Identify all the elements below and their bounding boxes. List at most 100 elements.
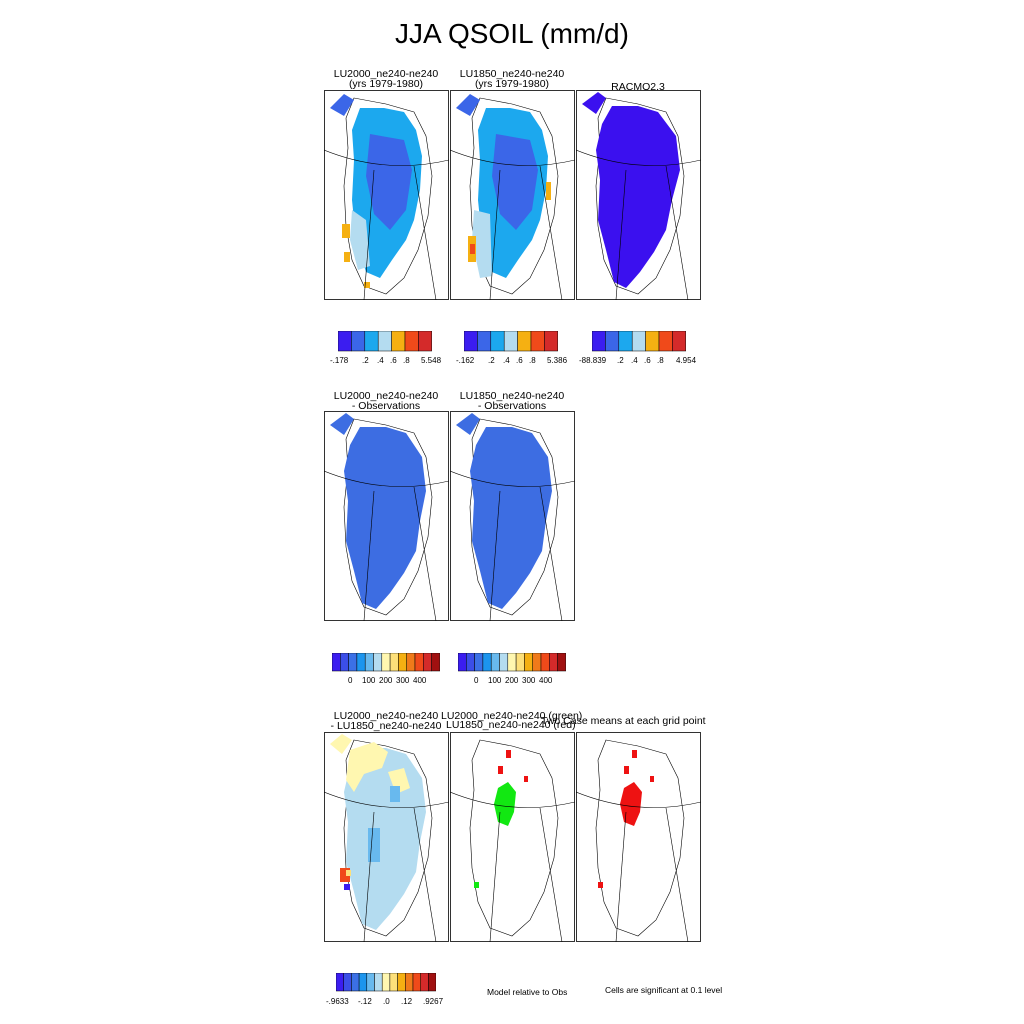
panel-title-line1: LU2000_ne240-ne240 (green) (441, 710, 583, 722)
significant-cells-red (498, 766, 503, 774)
map-panel-lu2000 (324, 90, 449, 300)
coastline (343, 418, 433, 616)
graticule (576, 149, 701, 166)
panel-title-line2: (yrs 1979-1980) (474, 78, 550, 90)
colorbar-tick: .12 (401, 997, 413, 1006)
positive-anomaly (388, 768, 410, 794)
map-panel-significance-cases (450, 732, 575, 942)
colorbar-tick: .2 (617, 356, 624, 365)
colorbar-tick: 300 (396, 676, 410, 685)
map-frame (576, 732, 701, 942)
ice-margin (350, 210, 370, 270)
coastline (595, 97, 685, 295)
graticule (324, 149, 449, 166)
colorbar (457, 652, 567, 673)
graticule (665, 807, 689, 942)
colorbar-swatches (331, 652, 441, 672)
panel-title-line1: LU2000_ne240-ne240 (333, 390, 439, 402)
colorbar-tick: -.9633 (326, 997, 349, 1006)
graticule (363, 169, 375, 300)
colorbar-tick: -.178 (330, 356, 349, 365)
colorbar-tick: -.12 (358, 997, 372, 1006)
graticule (576, 791, 701, 808)
colorbar-tick: .8 (403, 356, 410, 365)
colorbar-swatches (457, 652, 567, 672)
significance-note: Cells are significant at 0.1 level (605, 985, 723, 995)
northwest-cap (330, 413, 354, 435)
graticule (489, 811, 501, 942)
colorbar-tick: 4.954 (676, 356, 697, 365)
colorbar-tick: .6 (390, 356, 397, 365)
ice-sheet-interior (366, 134, 412, 230)
panel-title: LU2000_ne240-ne240 - LU1850_ne240-ne240 (311, 711, 461, 732)
northwest-cap (456, 94, 480, 116)
significant-cells-red (624, 766, 629, 774)
panel-title-line2: - Observations (477, 400, 547, 412)
colorbar-tick: .6 (644, 356, 651, 365)
model-relative-note: Model relative to Obs (487, 987, 568, 997)
panel-title-line1: LU1850_ne240-ne240 (459, 390, 565, 402)
graticule (324, 791, 449, 808)
colorbar (331, 652, 441, 673)
colorbar-tick: 400 (539, 676, 553, 685)
coastline (595, 739, 685, 937)
colorbar-tick: 300 (522, 676, 536, 685)
colorbar-tick: 100 (362, 676, 376, 685)
graticule (413, 807, 437, 942)
panel-title-line2: - Observations (351, 400, 421, 412)
panel-title-line1: LU2000_ne240-ne240 (333, 68, 439, 80)
colorbar-tick: 100 (488, 676, 502, 685)
significant-cells-red (650, 776, 654, 782)
map-panel-racmo (576, 90, 701, 300)
graticule (450, 149, 575, 166)
colorbar-tick: .4 (503, 356, 510, 365)
coastline (469, 739, 559, 937)
coastline (343, 97, 433, 295)
high-value-cells (364, 282, 370, 288)
colorbar-tick: 5.548 (421, 356, 442, 365)
ice-sheet (344, 748, 426, 930)
colorbar-tick: .0 (383, 997, 390, 1006)
coastline (469, 97, 559, 295)
map-panel-lu2000-obs (324, 411, 449, 621)
northwest-cap (330, 94, 354, 116)
northwest-cap (582, 92, 606, 114)
panel-title: RACMO2.3 (563, 81, 713, 93)
map-panel-lu1850 (450, 90, 575, 300)
graticule (324, 470, 449, 487)
significant-cells-red (632, 750, 637, 758)
graticule (450, 791, 575, 808)
colorbar-tick: 5.386 (547, 356, 568, 365)
ice-sheet (596, 106, 680, 288)
graticule (450, 470, 575, 487)
high-value-cells (342, 224, 350, 238)
graticule (615, 169, 627, 300)
ice-sheet (344, 427, 426, 609)
coastline (469, 418, 559, 616)
panel-title: LU1850_ne240-ne240 (yrs 1979-1980) (437, 69, 587, 90)
colorbar-tick: .4 (631, 356, 638, 365)
panel-title: LU1850_ne240-ne240 - Observations (437, 390, 587, 412)
graticule (413, 486, 437, 621)
colorbar-tick: .2 (488, 356, 495, 365)
colorbar-tick: .4 (377, 356, 384, 365)
colorbar-tick: .9267 (423, 997, 444, 1006)
colorbar-swatches (463, 330, 559, 352)
map-frame (450, 732, 575, 942)
panel-title-line1: RACMO2.3 (611, 81, 665, 93)
high-value-cells (546, 182, 551, 200)
panel-title-line2: (yrs 1979-1980) (348, 78, 424, 90)
ice-sheet (470, 427, 552, 609)
graticule (615, 811, 627, 942)
negative-anomaly (368, 828, 380, 862)
colorbar-tick: 200 (379, 676, 393, 685)
anomaly-hotspot (340, 868, 350, 882)
colorbar-swatches (335, 972, 437, 992)
colorbar-tick: .6 (516, 356, 523, 365)
graticule (539, 486, 563, 621)
map-panel-lu1850-obs (450, 411, 575, 621)
graticule (489, 490, 501, 621)
significant-cells-red (598, 882, 603, 888)
graticule (363, 811, 375, 942)
coastline (343, 739, 433, 937)
